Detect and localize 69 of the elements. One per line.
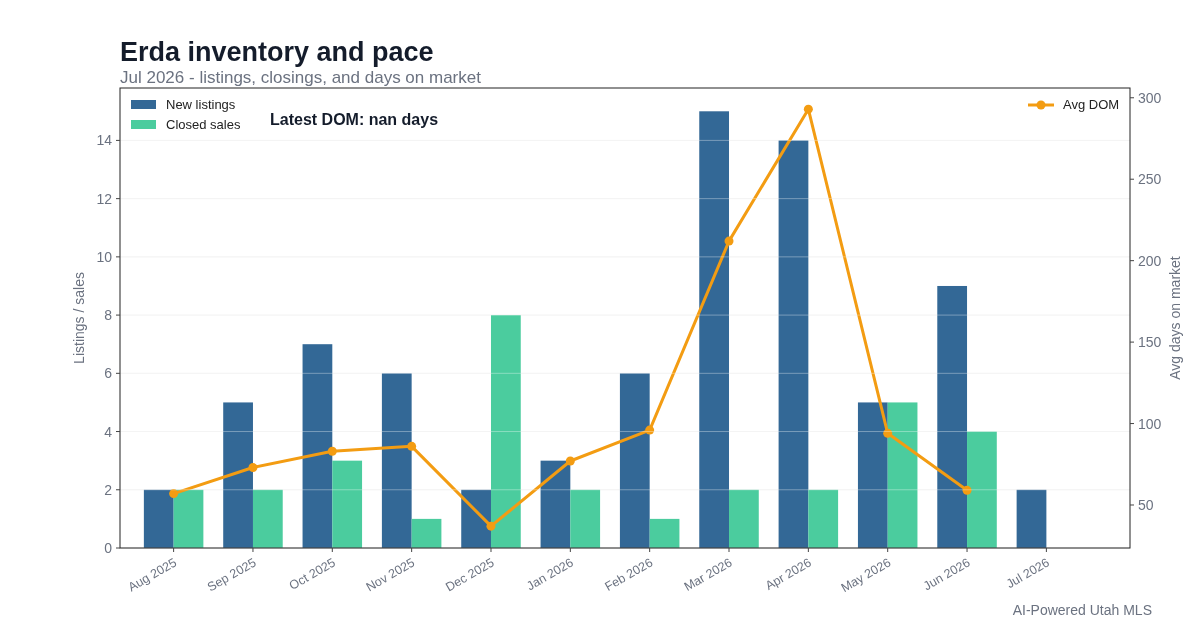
bar [619,373,650,548]
chart-title: Erda inventory and pace [120,37,434,67]
x-tick-label: Jun 2026 [920,555,973,594]
x-tick-label: Nov 2025 [363,555,418,595]
point [883,428,893,438]
point [407,441,417,451]
legend-label: New listings [166,97,236,112]
x-tick-label: May 2026 [838,555,894,595]
x-tick-label: Mar 2026 [681,555,735,594]
y-tick-label: 4 [104,423,113,440]
x-tick-label: Aug 2025 [125,555,180,595]
chart-subtitle: Jul 2026 - listings, closings, and days on market [120,68,482,87]
y2-tick-label: 300 [1138,89,1162,106]
y-tick-label: 14 [96,132,113,149]
point [565,456,575,466]
legend-label: Avg DOM [1063,97,1120,112]
y-tick-label: 6 [104,365,113,382]
y2-tick-label: 50 [1138,497,1154,513]
bar [649,518,680,548]
bar [887,402,918,548]
y-axis-title: Listings / sales [71,272,87,364]
bar [570,489,601,548]
x-tick-label: Feb 2026 [602,555,656,594]
y2-tick-label: 150 [1138,334,1162,351]
bar [490,315,521,548]
bar [411,518,442,548]
point [327,446,337,456]
bar [699,111,730,548]
y-tick-label: 0 [104,540,113,556]
legend-label: Closed sales [166,117,241,132]
y2-tick-label: 100 [1138,415,1162,432]
bar [808,489,839,548]
x-tick-label: Apr 2026 [762,555,814,593]
y-tick-label: 8 [104,307,113,324]
point [962,485,972,495]
point [486,521,496,531]
bar [332,460,363,548]
point [645,425,655,435]
bar [937,285,968,548]
x-tick-label: Dec 2025 [443,555,497,595]
bar [857,402,888,548]
text: AI-Powered Utah MLS [1012,602,1152,618]
point [724,236,734,246]
point [248,463,258,473]
x-tick-label: Oct 2025 [286,555,338,593]
y2-tick-label: 200 [1138,252,1162,269]
point [803,104,813,114]
point [169,489,179,499]
annotation: Latest DOM: nan days [270,111,439,128]
bar [223,402,253,548]
bar [143,489,174,548]
bar [1016,489,1047,548]
bar [381,373,412,548]
bar [302,344,333,548]
y-tick-label: 2 [104,481,113,498]
x-tick-label: Sep 2025 [205,555,259,595]
y-tick-label: 12 [96,190,113,207]
bar [540,460,571,548]
y-tick-label: 10 [96,248,113,265]
bar [461,489,491,548]
y2-tick-label: 250 [1138,171,1162,188]
y2-axis-title: Avg days on market [1167,256,1183,380]
bar [252,489,283,548]
bar [967,431,997,548]
bar [173,489,204,548]
x-tick-label: Jul 2026 [1003,555,1052,592]
x-tick-label: Jan 2026 [524,555,576,594]
bar [778,140,809,548]
bar [729,489,759,548]
